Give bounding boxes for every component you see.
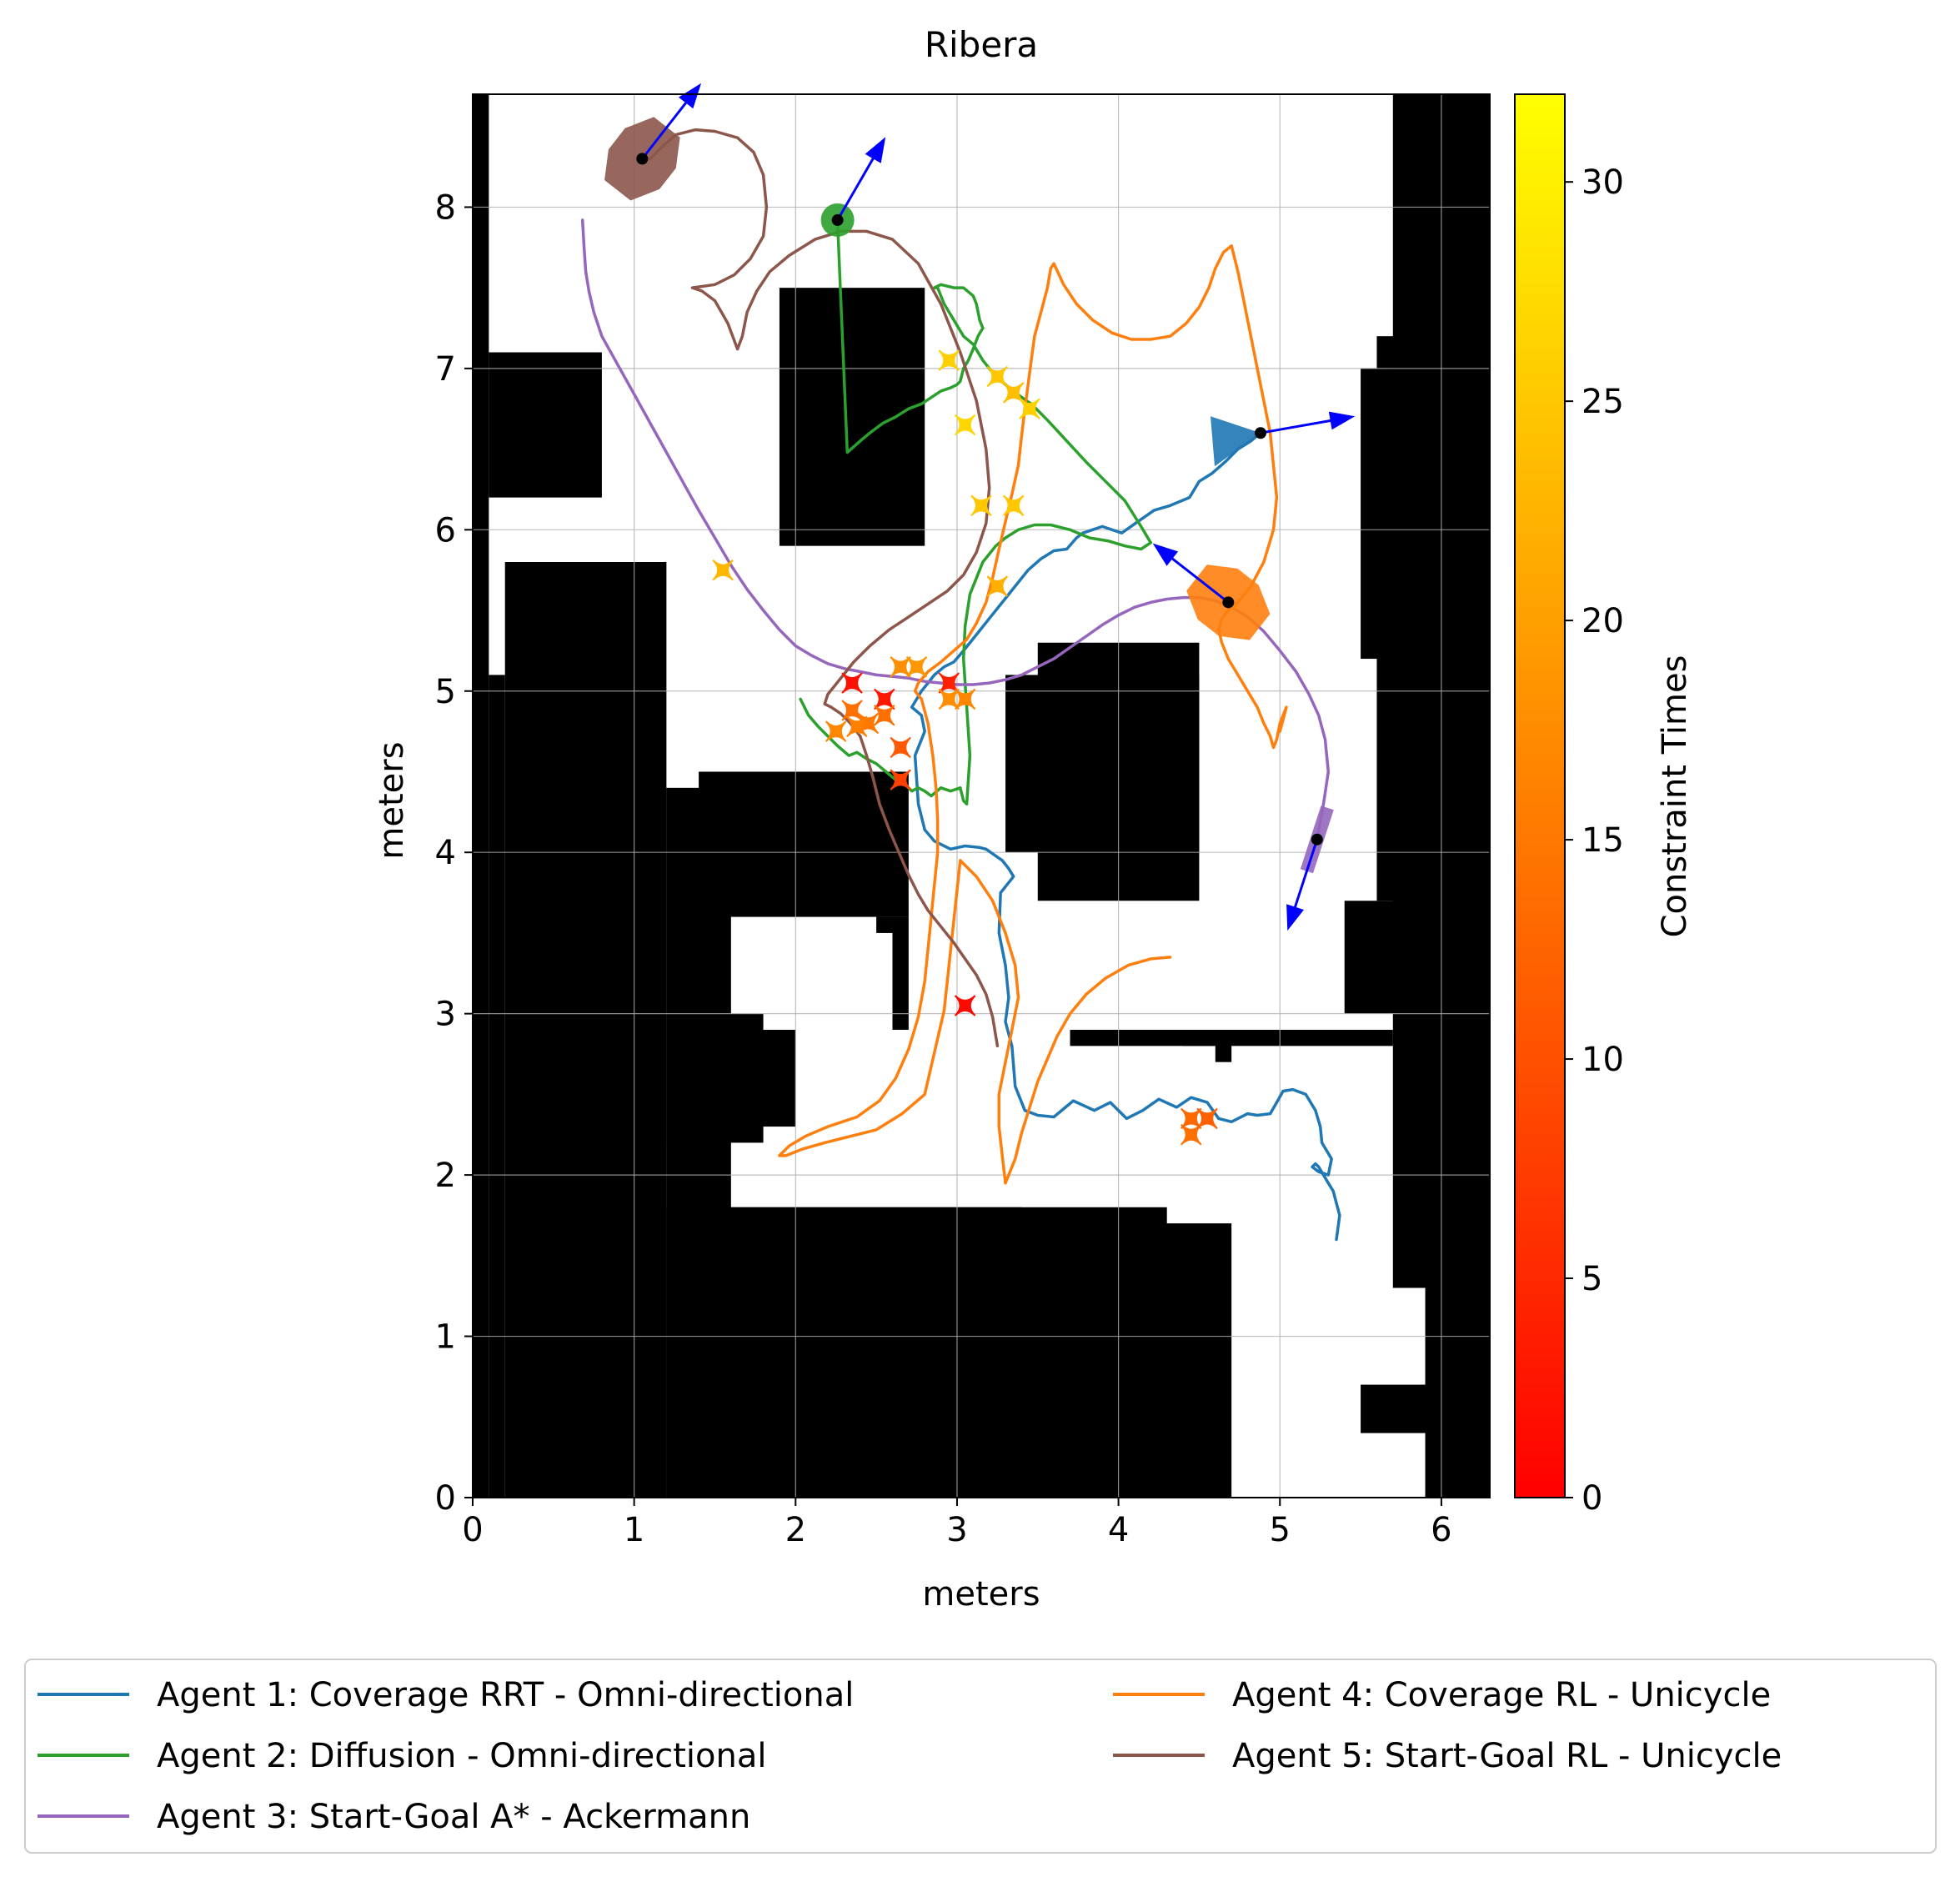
obstacle xyxy=(489,352,602,498)
agent-4-path xyxy=(778,244,1288,1185)
constraint-marker xyxy=(954,414,976,436)
agent-5-marker xyxy=(604,83,702,201)
agent-footprints xyxy=(604,83,1356,931)
y-tick-label: 3 xyxy=(435,996,456,1034)
plot-area xyxy=(472,83,1491,1498)
agent-3-marker xyxy=(1286,806,1334,931)
colorbar-tick-label: 0 xyxy=(1582,1479,1602,1518)
heading-arrow-shaft xyxy=(641,98,689,160)
constraint-marker xyxy=(825,720,847,742)
y-tick-label: 1 xyxy=(435,1318,456,1357)
constraint-marker xyxy=(954,995,976,1016)
plot-frame xyxy=(472,93,1491,1498)
obstacle xyxy=(1183,1030,1393,1046)
colorbar-gradient xyxy=(1514,93,1566,1498)
agent-1-marker xyxy=(1211,411,1356,467)
obstacle xyxy=(1425,94,1490,143)
agent-center-dot xyxy=(1255,427,1267,439)
constraint-marker xyxy=(890,656,911,678)
heading-arrow-shaft xyxy=(836,154,876,221)
x-tick-label: 1 xyxy=(624,1511,644,1549)
colorbar-tick-label: 10 xyxy=(1582,1041,1624,1079)
colorbar-tick-label: 25 xyxy=(1582,383,1624,421)
colorbar-label: Constraint Times xyxy=(1656,655,1694,938)
obstacle xyxy=(1376,400,1426,514)
colorbar-tick-label: 15 xyxy=(1582,821,1624,860)
y-axis-ticks: 0 1 2 3 4 5 6 7 8 xyxy=(435,188,473,1518)
colorbar: 0 5 10 15 20 25 30 Constraint Times xyxy=(1514,93,1694,1518)
agent-2-marker xyxy=(820,137,886,237)
constraint-marker xyxy=(890,769,911,790)
y-tick-label: 4 xyxy=(435,834,456,872)
constraint-marker xyxy=(712,559,734,581)
constraint-marker xyxy=(1003,494,1025,517)
heading-arrow-head xyxy=(1328,411,1356,430)
agent-center-dot xyxy=(1311,833,1323,846)
constraint-marker xyxy=(905,656,928,678)
x-tick-label: 2 xyxy=(785,1511,806,1549)
heading-arrow-shaft xyxy=(1292,839,1319,911)
obstacle xyxy=(666,1207,1167,1498)
legend-label: Agent 5: Start-Goal RL - Unicycle xyxy=(1232,1737,1782,1775)
chart-title: Ribera xyxy=(925,24,1038,65)
obstacle xyxy=(699,771,909,917)
constraint-marker xyxy=(890,736,911,759)
y-tick-label: 6 xyxy=(435,511,456,550)
x-tick-label: 3 xyxy=(946,1511,967,1549)
obstacle xyxy=(1070,1030,1216,1046)
legend-label: Agent 1: Coverage RRT - Omni-directional xyxy=(157,1676,854,1714)
y-axis-label: meters xyxy=(373,741,411,859)
heading-arrow-head xyxy=(1152,543,1179,566)
agent-1-path xyxy=(910,431,1341,1242)
obstacle xyxy=(1085,1223,1232,1498)
y-tick-label: 2 xyxy=(435,1157,456,1195)
obstacle xyxy=(876,916,893,933)
agent-4-marker xyxy=(1152,543,1271,640)
heading-arrow-head xyxy=(679,83,702,109)
x-axis-label: meters xyxy=(922,1575,1040,1614)
y-tick-label: 8 xyxy=(435,188,456,227)
obstacle xyxy=(1361,1384,1441,1433)
obstacle xyxy=(1021,1481,1184,1498)
x-tick-label: 5 xyxy=(1270,1511,1291,1549)
y-tick-label: 5 xyxy=(435,673,456,711)
obstacle xyxy=(892,916,909,1030)
obstacle xyxy=(1376,336,1441,369)
x-tick-label: 6 xyxy=(1431,1511,1451,1549)
constraint-marker xyxy=(954,688,976,710)
x-tick-label: 0 xyxy=(462,1511,483,1549)
y-tick-label: 0 xyxy=(435,1479,456,1518)
legend-label: Agent 4: Coverage RL - Unicycle xyxy=(1232,1676,1771,1714)
colorbar-tick-label: 5 xyxy=(1582,1260,1602,1298)
obstacle xyxy=(1344,901,1410,1014)
heading-arrow-shaft xyxy=(1260,419,1335,434)
colorbar-tick-label: 30 xyxy=(1582,163,1624,202)
agent-center-dot xyxy=(636,153,649,165)
heading-arrow-head xyxy=(1286,904,1304,931)
obstacle xyxy=(504,562,667,1498)
agent-center-dot xyxy=(831,213,844,226)
heading-arrow-shaft xyxy=(1168,555,1230,604)
legend-entries: Agent 1: Coverage RRT - Omni-directional… xyxy=(38,1676,1782,1836)
obstacle xyxy=(747,1030,796,1127)
constraint-marker xyxy=(970,494,992,517)
legend: Agent 1: Coverage RRT - Omni-directional… xyxy=(24,1659,1937,1854)
constraint-markers xyxy=(712,349,1218,1146)
obstacle xyxy=(473,94,489,1498)
colorbar-ticks: 0 5 10 15 20 25 30 xyxy=(1565,163,1624,1518)
legend-box xyxy=(24,1659,1937,1854)
heading-arrow-head xyxy=(865,137,886,163)
x-axis-ticks: 0 1 2 3 4 5 6 xyxy=(462,1498,1452,1549)
x-tick-label: 4 xyxy=(1108,1511,1129,1549)
y-tick-label: 7 xyxy=(435,350,456,389)
obstacle xyxy=(489,675,505,1498)
legend-label: Agent 3: Start-Goal A* - Ackermann xyxy=(157,1798,750,1836)
colorbar-tick-label: 20 xyxy=(1582,602,1624,640)
agent-5-path xyxy=(642,128,1000,1048)
legend-label: Agent 2: Diffusion - Omni-directional xyxy=(157,1737,766,1775)
obstacle-map xyxy=(473,94,1490,1498)
obstacle xyxy=(779,288,925,546)
agent-footprint xyxy=(1211,416,1261,467)
agent-center-dot xyxy=(1222,596,1235,609)
